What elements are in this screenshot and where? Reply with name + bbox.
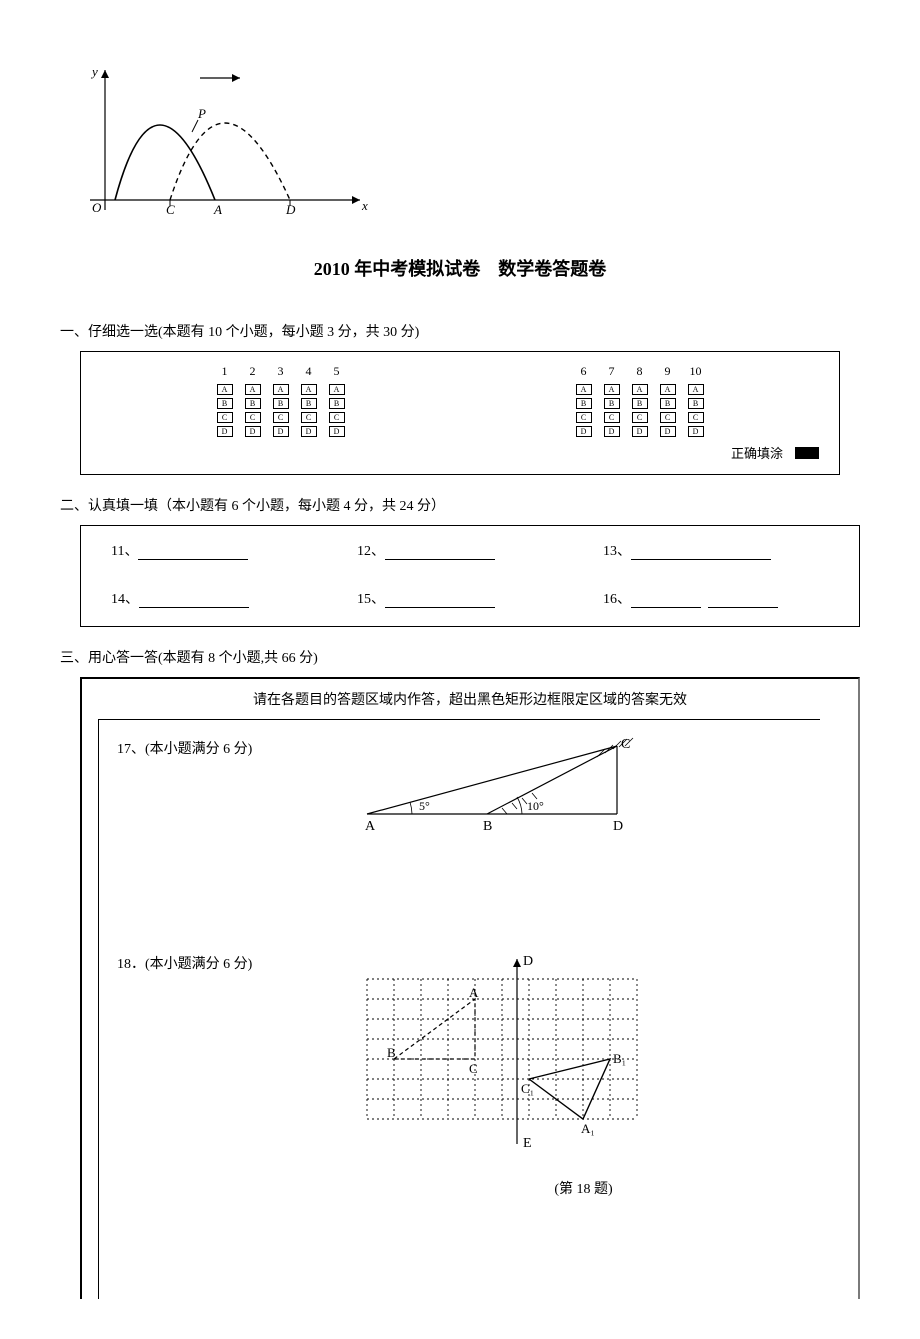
mc-opt-9-A[interactable]: A [660,384,676,395]
label-A: A [213,202,222,217]
mc-opt-5-A[interactable]: A [329,384,345,395]
svg-text:C: C [469,1061,478,1076]
q3-instruction: 请在各题目的答题区域内作答，超出黑色矩形边框限定区域的答案无效 [92,689,848,709]
mc-col-6: 6ABCD [576,364,592,437]
svg-text:B: B [483,819,492,834]
svg-text:B₁: B₁ [613,1051,626,1066]
fill-sample-icon [795,447,819,459]
mc-opt-4-C[interactable]: C [301,412,317,423]
mc-opt-10-D[interactable]: D [688,426,704,437]
q17-row: 17、(本小题满分 6 分) [117,734,810,849]
mc-opt-4-B[interactable]: B [301,398,317,409]
svg-text:10°: 10° [527,799,544,813]
fill-legend: 正确填涂 [101,443,819,462]
mc-opt-6-B[interactable]: B [576,398,592,409]
svg-text:B: B [387,1045,396,1060]
mc-opt-7-B[interactable]: B [604,398,620,409]
label-y: y [90,64,98,79]
label-x: x [361,198,368,213]
mc-opt-1-D[interactable]: D [217,426,233,437]
mc-opt-5-B[interactable]: B [329,398,345,409]
svg-text:5°: 5° [419,799,430,813]
q18-label: 18．(本小题满分 6 分) [117,949,337,973]
mc-opt-9-D[interactable]: D [660,426,676,437]
mc-col-7: 7ABCD [604,364,620,437]
label-O: O [92,200,102,215]
mc-opt-8-D[interactable]: D [632,426,648,437]
mc-opt-2-A[interactable]: A [245,384,261,395]
svg-text:D: D [613,819,623,834]
mc-opt-5-D[interactable]: D [329,426,345,437]
q18-row: 18．(本小题满分 6 分) [117,949,810,1198]
parabola-graph: P O C A D x y [80,60,860,235]
svg-text:E: E [523,1136,532,1151]
mc-opt-3-D[interactable]: D [273,426,289,437]
mc-col-3: 3ABCD [273,364,289,437]
fill-13: 13、 [603,540,829,560]
svg-text:A: A [365,819,376,834]
mc-col-4: 4ABCD [301,364,317,437]
mc-opt-7-A[interactable]: A [604,384,620,395]
fill-legend-text: 正确填涂 [731,443,783,462]
q3-inner-box: 17、(本小题满分 6 分) [98,719,820,1299]
mc-answer-box: 1ABCD 2ABCD 3ABCD 4ABCD 5ABCD 6ABCD 7ABCD 8ABC… [80,351,840,475]
svg-text:C: C [621,737,630,752]
mc-opt-2-D[interactable]: D [245,426,261,437]
q3-outer-box: 请在各题目的答题区域内作答，超出黑色矩形边框限定区域的答案无效 17、(本小题满… [80,677,860,1299]
mc-col-10: 10ABCD [688,364,704,437]
mc-opt-5-C[interactable]: C [329,412,345,423]
mc-opt-8-A[interactable]: A [632,384,648,395]
mc-opt-10-C[interactable]: C [688,412,704,423]
section3-header: 三、用心答一答(本题有 8 个小题,共 66 分) [60,647,860,667]
mc-opt-2-B[interactable]: B [245,398,261,409]
mc-col-2: 2ABCD [245,364,261,437]
svg-text:C₁: C₁ [521,1081,534,1096]
mc-opt-3-C[interactable]: C [273,412,289,423]
mc-opt-9-B[interactable]: B [660,398,676,409]
mc-opt-1-C[interactable]: C [217,412,233,423]
fill-16: 16、 [603,588,829,608]
fill-15: 15、 [357,588,583,608]
q17-label: 17、(本小题满分 6 分) [117,734,337,758]
mc-opt-7-C[interactable]: C [604,412,620,423]
mc-opt-10-A[interactable]: A [688,384,704,395]
svg-text:D: D [523,954,533,969]
mc-col-9: 9ABCD [660,364,676,437]
mc-opt-6-D[interactable]: D [576,426,592,437]
mc-opt-9-C[interactable]: C [660,412,676,423]
mc-opt-6-A[interactable]: A [576,384,592,395]
fill-12: 12、 [357,540,583,560]
mc-group-1: 1ABCD 2ABCD 3ABCD 4ABCD 5ABCD [217,364,345,437]
q17-figure: 5° 10° A B C D [357,734,810,849]
mc-opt-6-C[interactable]: C [576,412,592,423]
mc-opt-8-B[interactable]: B [632,398,648,409]
mc-group-2: 6ABCD 7ABCD 8ABCD 9ABCD 10ABCD [576,364,704,437]
svg-text:A: A [469,985,479,1000]
section1-header: 一、仔细选一选(本题有 10 个小题，每小题 3 分，共 30 分) [60,321,860,341]
fill-answer-box: 11、 12、 13、 14、 15、 16、 [80,525,860,627]
mc-opt-4-A[interactable]: A [301,384,317,395]
fill-14: 14、 [111,588,337,608]
mc-opt-7-D[interactable]: D [604,426,620,437]
q18-figure: D E B A C C₁ B₁ A₁ (第 [357,949,810,1198]
mc-opt-4-D[interactable]: D [301,426,317,437]
mc-col-1: 1ABCD [217,364,233,437]
q18-caption: (第 18 题) [357,1178,810,1198]
mc-opt-3-B[interactable]: B [273,398,289,409]
mc-opt-1-A[interactable]: A [217,384,233,395]
mc-opt-8-C[interactable]: C [632,412,648,423]
mc-col-5: 5ABCD [329,364,345,437]
mc-opt-2-C[interactable]: C [245,412,261,423]
mc-col-8: 8ABCD [632,364,648,437]
mc-opt-3-A[interactable]: A [273,384,289,395]
mc-opt-10-B[interactable]: B [688,398,704,409]
fill-11: 11、 [111,540,337,560]
section2-header: 二、认真填一填（本小题有 6 个小题，每小题 4 分，共 24 分） [60,495,860,515]
svg-text:A₁: A₁ [581,1121,595,1136]
page-title: 2010 年中考模拟试卷 数学卷答题卷 [60,255,860,281]
mc-opt-1-B[interactable]: B [217,398,233,409]
label-P: P [197,106,206,121]
